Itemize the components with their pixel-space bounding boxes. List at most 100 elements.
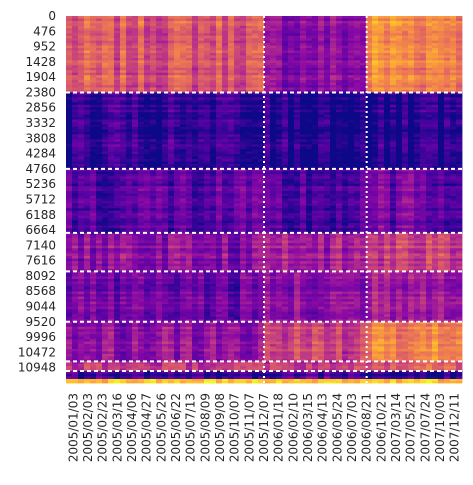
heatmap-cell — [72, 183, 79, 187]
heatmap-cell — [252, 163, 259, 167]
heatmap-cell — [186, 149, 193, 153]
heatmap-cell — [240, 77, 247, 81]
heatmap-cell — [222, 144, 229, 148]
heatmap-cell — [438, 50, 445, 54]
heatmap-cell — [174, 70, 181, 74]
heatmap-cell — [264, 60, 271, 64]
heatmap-cell — [204, 159, 211, 162]
heatmap-cell — [312, 200, 319, 204]
heatmap-cell — [276, 97, 283, 101]
heatmap-cell — [252, 109, 259, 113]
heatmap-cell — [234, 80, 241, 83]
heatmap-cell — [420, 191, 427, 194]
heatmap-cell — [228, 122, 235, 125]
heatmap-cell — [144, 141, 151, 145]
heatmap-cell — [78, 119, 85, 123]
heatmap-cell — [336, 38, 343, 42]
heatmap-cell — [288, 173, 295, 177]
heatmap-cell — [222, 28, 229, 32]
heatmap-cell — [126, 97, 133, 101]
heatmap-cell — [144, 80, 151, 83]
heatmap-cell — [102, 195, 109, 199]
heatmap-cell — [456, 72, 463, 76]
heatmap-cell — [336, 35, 343, 39]
heatmap-cell — [366, 134, 373, 138]
heatmap-cell — [360, 94, 367, 98]
heatmap-cell — [330, 126, 337, 130]
heatmap-cell — [258, 178, 265, 182]
heatmap-cell — [324, 16, 331, 19]
heatmap-cell — [342, 154, 349, 157]
heatmap-cell — [90, 141, 97, 145]
heatmap-cell — [456, 85, 463, 88]
heatmap-cell — [294, 176, 301, 180]
heatmap-cell — [408, 168, 415, 172]
heatmap-cell — [456, 188, 463, 192]
heatmap-cell — [180, 82, 187, 86]
heatmap-cell — [456, 166, 463, 170]
heatmap-cell — [204, 141, 211, 145]
heatmap-cell — [108, 70, 115, 74]
heatmap-cell — [168, 92, 175, 96]
heatmap-cell — [72, 82, 79, 86]
heatmap-cell — [168, 134, 175, 138]
heatmap-cell — [192, 33, 199, 37]
heatmap-cell — [240, 99, 247, 103]
heatmap-cell — [354, 38, 361, 42]
heatmap-cell — [132, 136, 139, 140]
heatmap-cell — [228, 94, 235, 98]
heatmap-cell — [342, 65, 349, 69]
heatmap-cell — [252, 89, 259, 93]
heatmap-cell — [246, 188, 253, 192]
heatmap-cell — [126, 99, 133, 103]
heatmap-cell — [354, 48, 361, 51]
heatmap-cell — [126, 104, 133, 108]
heatmap-cell — [318, 75, 325, 79]
heatmap-cell — [324, 67, 331, 71]
heatmap-cell — [306, 119, 313, 123]
heatmap-cell — [312, 124, 319, 128]
heatmap-cell — [90, 30, 97, 34]
heatmap-cell — [312, 109, 319, 113]
heatmap-cell — [264, 38, 271, 42]
heatmap-cell — [438, 109, 445, 113]
heatmap-cell — [84, 146, 91, 150]
heatmap-cell — [120, 151, 127, 155]
heatmap-cell — [354, 107, 361, 111]
heatmap-cell — [186, 85, 193, 88]
heatmap-cell — [282, 45, 289, 49]
heatmap-cell — [360, 28, 367, 32]
heatmap-cell — [288, 146, 295, 150]
heatmap-cell — [174, 72, 181, 76]
heatmap-cell — [426, 149, 433, 153]
heatmap-cell — [78, 141, 85, 145]
heatmap-cell — [108, 16, 115, 19]
heatmap-cell — [426, 104, 433, 108]
heatmap-cell — [438, 55, 445, 59]
heatmap-cell — [96, 191, 103, 194]
heatmap-cell — [246, 57, 253, 61]
heatmap-cell — [294, 188, 301, 192]
heatmap-cell — [288, 134, 295, 138]
heatmap-cell — [174, 60, 181, 64]
heatmap-cell — [102, 139, 109, 143]
heatmap-cell — [252, 50, 259, 54]
heatmap-cell — [414, 48, 421, 51]
heatmap-cell — [438, 176, 445, 180]
heatmap-cell — [240, 131, 247, 135]
heatmap-cell — [222, 107, 229, 111]
heatmap-cell — [108, 117, 115, 120]
heatmap-cell — [192, 104, 199, 108]
heatmap-cell — [438, 89, 445, 93]
heatmap-cell — [168, 112, 175, 116]
heatmap-cell — [294, 38, 301, 42]
heatmap-cell — [336, 65, 343, 69]
heatmap-cell — [456, 16, 463, 19]
heatmap-cell — [432, 87, 439, 91]
heatmap-cell — [324, 134, 331, 138]
heatmap-cell — [426, 57, 433, 61]
heatmap-cell — [96, 183, 103, 187]
heatmap-cell — [276, 80, 283, 83]
heatmap-cell — [402, 112, 409, 116]
heatmap-cell — [72, 109, 79, 113]
